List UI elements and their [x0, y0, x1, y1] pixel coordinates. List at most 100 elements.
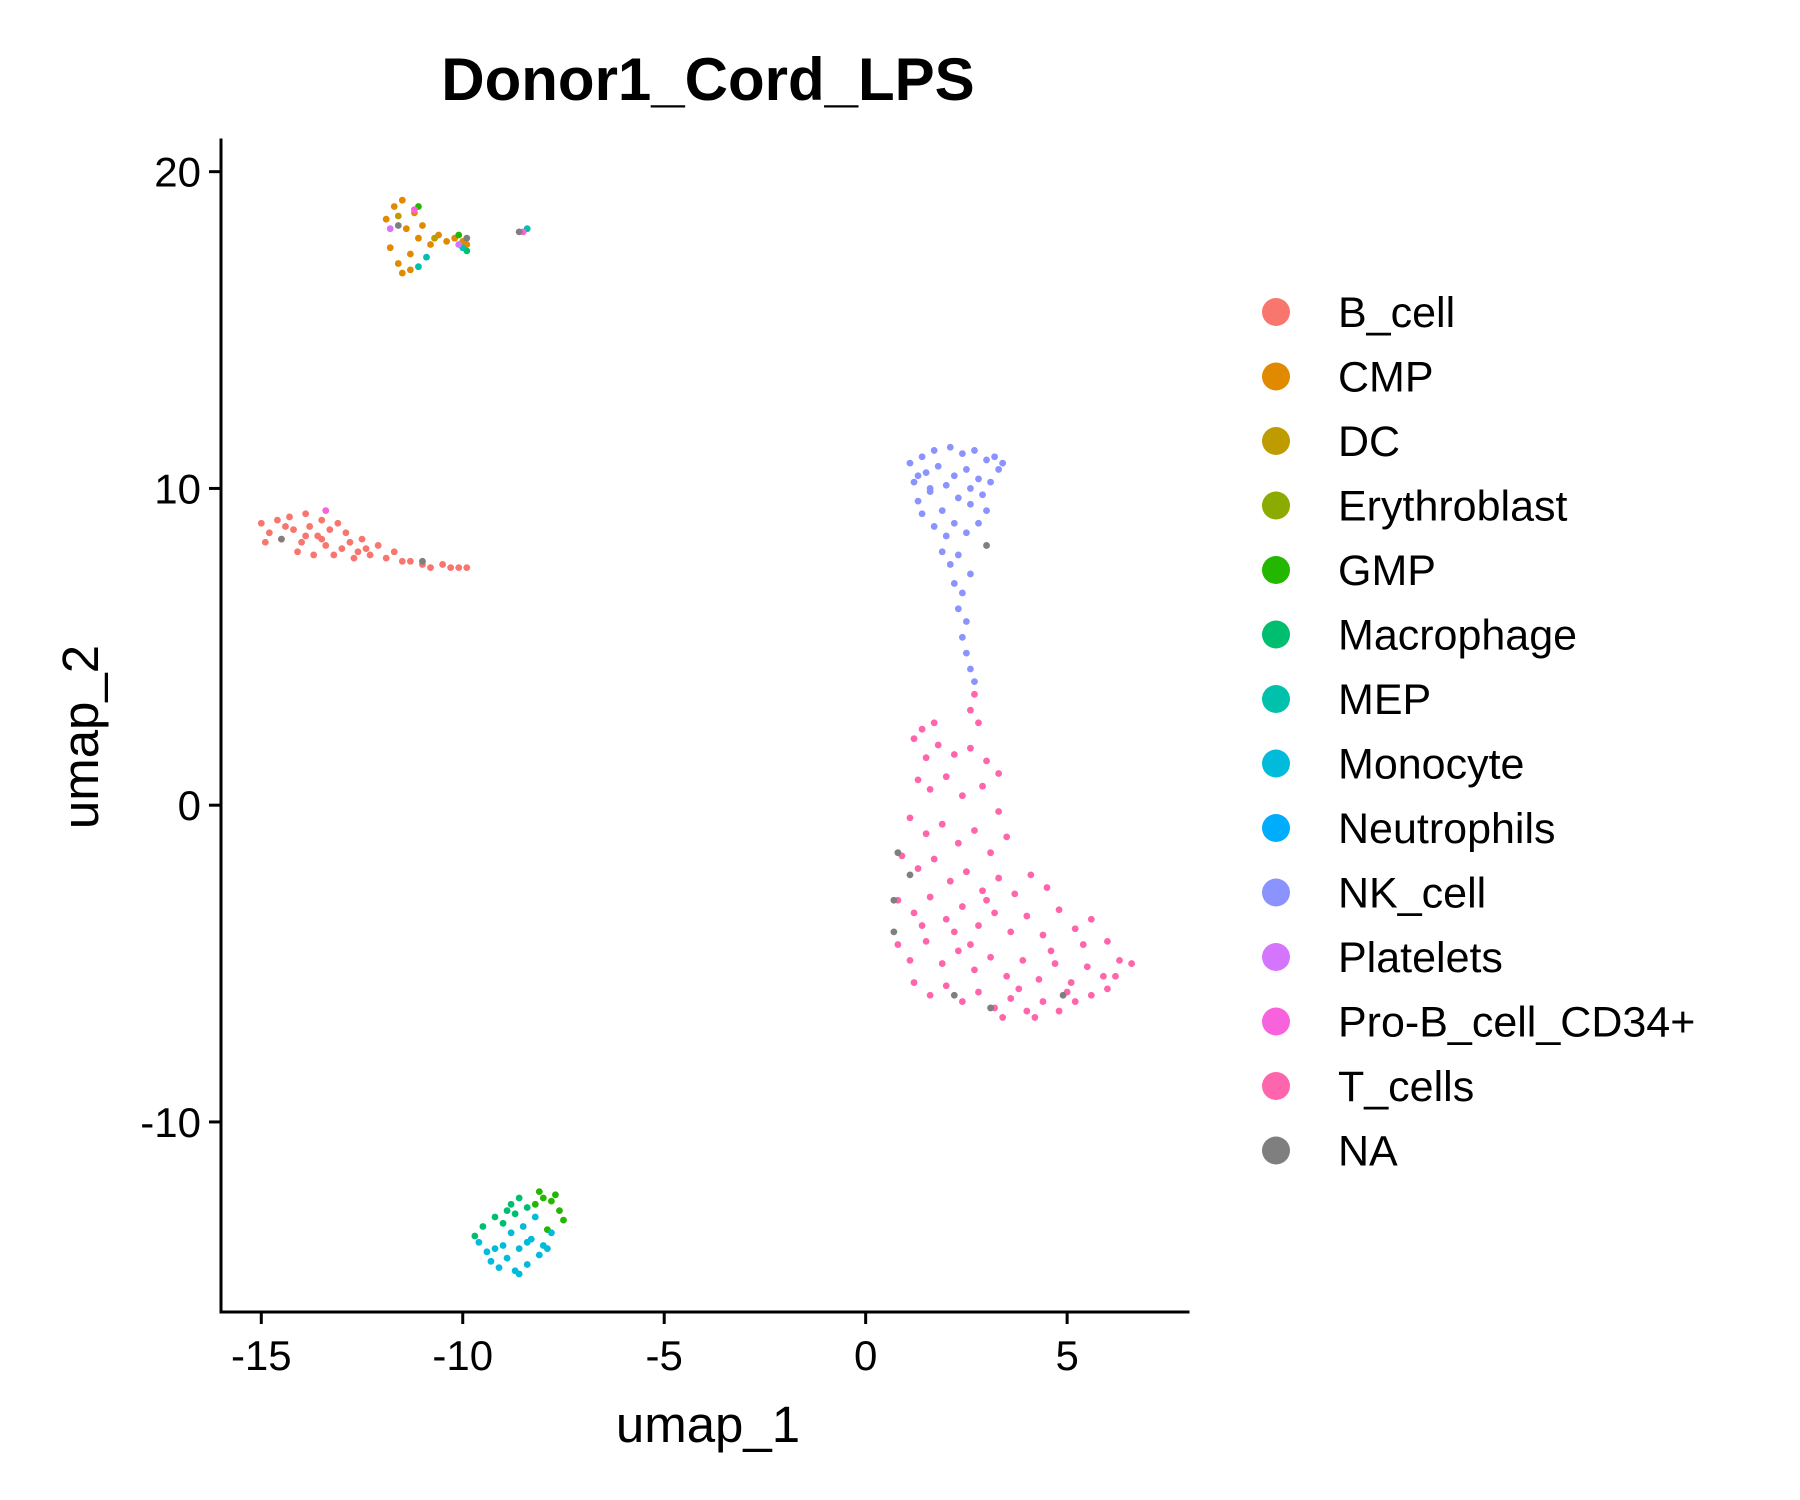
point-na — [950, 991, 958, 999]
point-nk-cell — [914, 497, 922, 505]
point-nk-cell — [962, 466, 970, 473]
point-t-cells — [967, 941, 974, 948]
point-t-cells — [894, 941, 902, 948]
legend-label-mep: MEP — [1338, 676, 1431, 724]
point-t-cells — [1116, 957, 1123, 964]
point-macrophage — [471, 1232, 479, 1240]
point-platelets — [455, 241, 463, 248]
point-cmp — [390, 203, 398, 210]
point-t-cells — [1104, 985, 1111, 993]
point-t-cells — [971, 827, 978, 834]
point-na — [890, 896, 898, 904]
legend-label-nk-cell: NK_cell — [1338, 870, 1486, 918]
point-cmp — [406, 250, 414, 258]
point-t-cells — [995, 874, 1003, 882]
point-t-cells — [975, 988, 982, 996]
legend-key-b-cell — [1262, 298, 1290, 326]
point-nk-cell — [950, 580, 958, 587]
point-t-cells — [914, 776, 922, 784]
point-nk-cell — [995, 466, 1003, 473]
point-t-cells — [958, 903, 966, 910]
legend-key-na — [1262, 1136, 1290, 1165]
point-nk-cell — [962, 529, 970, 537]
point-monocyte — [499, 1242, 507, 1249]
legend-key-monocyte — [1262, 749, 1290, 778]
point-t-cells — [1079, 941, 1087, 948]
y-tick-label: 10 — [154, 465, 201, 512]
x-axis-title: umap_1 — [616, 1396, 800, 1453]
point-b-cell — [350, 554, 358, 562]
point-t-cells — [1071, 925, 1079, 933]
point-gmp — [547, 1197, 555, 1205]
point-t-cells — [934, 741, 942, 749]
point-platelets — [386, 225, 394, 233]
point-monocyte — [535, 1251, 543, 1259]
x-tick-label: -5 — [646, 1332, 683, 1379]
point-t-cells — [967, 706, 974, 714]
point-na — [890, 928, 898, 936]
legend-key-dc — [1262, 427, 1290, 455]
point-monocyte — [531, 1213, 539, 1221]
legend-label-monocyte: Monocyte — [1338, 741, 1524, 789]
legend-label-na: NA — [1338, 1128, 1398, 1176]
point-pro-b-cell-cd34 — [411, 206, 418, 214]
point-nk-cell — [967, 485, 974, 492]
point-t-cells — [975, 922, 982, 929]
x-tick-label: 0 — [854, 1332, 877, 1379]
point-b-cell — [286, 513, 293, 521]
legend-key-neutrophils — [1262, 814, 1290, 842]
legend-key-pro-b-cell-cd34 — [1262, 1007, 1290, 1036]
point-nk-cell — [967, 500, 974, 508]
point-monocyte — [515, 1270, 523, 1278]
legend-label-neutrophils: Neutrophils — [1338, 805, 1556, 853]
point-t-cells — [950, 928, 958, 936]
point-t-cells — [979, 782, 986, 790]
point-t-cells — [1047, 947, 1055, 955]
point-t-cells — [987, 849, 994, 857]
point-monocyte — [543, 1245, 551, 1253]
point-t-cells — [906, 814, 914, 822]
legend-label-t-cells: T_cells — [1338, 1063, 1474, 1111]
point-t-cells — [926, 785, 934, 793]
point-t-cells — [995, 808, 1003, 815]
point-b-cell — [354, 548, 362, 556]
point-b-cell — [439, 561, 447, 568]
point-t-cells — [1083, 963, 1091, 971]
point-t-cells — [1011, 890, 1019, 898]
point-cmp — [382, 215, 390, 223]
point-na — [394, 222, 402, 229]
point-monocyte — [503, 1254, 511, 1262]
point-nk-cell — [979, 491, 986, 499]
point-t-cells — [967, 744, 974, 752]
point-t-cells — [999, 1014, 1007, 1021]
legend-label-platelets: Platelets — [1338, 934, 1503, 982]
point-t-cells — [946, 877, 954, 885]
point-cmp — [394, 260, 402, 267]
point-na — [463, 234, 471, 242]
point-t-cells — [1003, 972, 1011, 980]
point-t-cells — [930, 855, 938, 863]
legend-label-gmp: GMP — [1338, 547, 1436, 595]
x-tick-label: -10 — [432, 1332, 493, 1379]
point-b-cell — [366, 551, 374, 559]
point-t-cells — [942, 915, 950, 923]
point-cmp — [415, 234, 422, 242]
point-t-cells — [1087, 991, 1095, 999]
point-t-cells — [1015, 985, 1023, 993]
point-b-cell — [318, 516, 326, 524]
legend-label-cmp: CMP — [1338, 354, 1434, 402]
point-nk-cell — [946, 561, 954, 568]
point-b-cell — [427, 564, 434, 572]
point-cmp — [406, 266, 414, 274]
point-b-cell — [342, 529, 350, 537]
point-t-cells — [1039, 998, 1047, 1005]
point-t-cells — [1099, 972, 1107, 980]
point-t-cells — [922, 937, 930, 945]
legend-key-platelets — [1262, 943, 1290, 971]
point-macrophage — [523, 1204, 531, 1211]
point-t-cells — [1055, 906, 1063, 914]
point-monocyte — [523, 1261, 531, 1268]
point-nk-cell — [942, 532, 950, 540]
point-nk-cell — [958, 589, 966, 597]
